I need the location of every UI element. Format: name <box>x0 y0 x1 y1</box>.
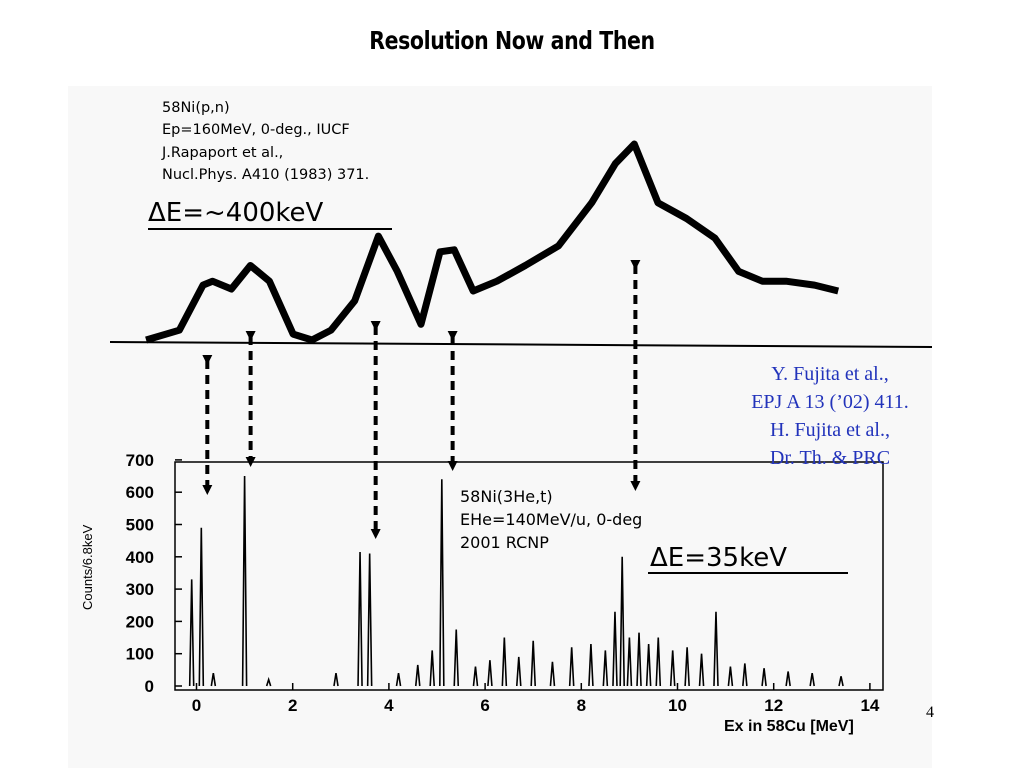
spectrum-peak <box>265 676 272 687</box>
y-tick-label: 300 <box>126 580 154 599</box>
x-tick-label: 10 <box>668 696 687 715</box>
top-reaction-line-2: Ep=160MeV, 0-deg., IUCF <box>162 122 350 138</box>
spectrum-peak <box>366 553 373 687</box>
spectrum-peak <box>684 647 690 687</box>
spectrum-peak <box>395 672 402 687</box>
x-tick-label: 12 <box>764 696 783 715</box>
spectrum-peak <box>612 611 618 687</box>
bottom-plot-frame <box>174 461 884 691</box>
bottom-spectrum-peaks <box>188 476 844 687</box>
spectrum-peak <box>602 650 609 687</box>
bottom-reaction-line-2: EHe=140MeV/u, 0-deg <box>460 510 642 529</box>
spectrum-peak <box>742 663 748 687</box>
y-tick-label: 400 <box>126 548 154 567</box>
y-tick-label: 200 <box>126 612 154 631</box>
top-baseline <box>109 341 933 348</box>
spectrum-peak <box>785 671 791 687</box>
top-reaction-line-1: 58Ni(p,n) <box>162 100 230 116</box>
spectrum-peak <box>530 640 536 687</box>
top-reaction-line-4: Nucl.Phys. A410 (1983) 371. <box>162 167 369 183</box>
spectrum-peak <box>439 479 445 687</box>
x-axis-label: Ex in 58Cu [MeV] <box>724 718 854 735</box>
y-tick-label: 500 <box>126 516 154 535</box>
spectrum-peak <box>713 611 719 687</box>
spectrum-peak <box>429 650 435 687</box>
spectrum-peak <box>636 632 642 687</box>
spectrum-peak <box>809 672 815 687</box>
y-axis: 0 100 200 300 400 500 600 700 <box>126 451 182 696</box>
reference-line-1: Y. Fujita et al., <box>771 363 889 385</box>
reference-line-2: EPJ A 13 (’02) 411. <box>751 391 909 413</box>
spectrum-peak <box>727 666 734 687</box>
top-spectrum-panel: 58Ni(p,n) Ep=160MeV, 0-deg., IUCF J.Rapa… <box>109 100 933 348</box>
top-resolution-label: ΔE=~400keV <box>148 198 324 228</box>
spectrum-peak <box>453 629 460 687</box>
x-tick-label: 0 <box>192 696 201 715</box>
y-axis-label: Counts/6.8keV <box>80 524 95 610</box>
spectrum-peak <box>669 650 676 687</box>
reference-citation: Y. Fujita et al., EPJ A 13 (’02) 411. H.… <box>715 360 945 472</box>
top-spectrum-trace <box>145 140 840 344</box>
spectrum-peak <box>472 666 479 687</box>
spectrum-peak <box>210 672 217 687</box>
y-tick-label: 700 <box>126 451 154 470</box>
x-tick-label: 4 <box>384 696 394 715</box>
spectrum-peak <box>487 660 493 687</box>
reference-line-4: Dr. Th. & PRC <box>769 447 891 469</box>
bottom-reaction-line-1: 58Ni(3He,t) <box>460 487 553 506</box>
spectrum-peak <box>515 656 522 687</box>
x-axis: 0 2 4 6 8 10 12 14 <box>192 683 880 715</box>
y-tick-label: 600 <box>126 483 154 502</box>
spectrum-peak <box>333 672 339 687</box>
peak-correspondence-arrows <box>202 260 641 539</box>
y-tick-label: 0 <box>145 677 154 696</box>
x-tick-label: 8 <box>577 696 586 715</box>
y-tick-label: 100 <box>126 645 154 664</box>
spectrum-peak <box>198 527 205 687</box>
x-tick-label: 14 <box>860 696 879 715</box>
spectrum-peak <box>698 653 705 687</box>
spectrum-peak <box>645 643 652 687</box>
spectrum-peak <box>838 676 844 687</box>
bottom-resolution-label: ΔE=35keV <box>650 543 787 573</box>
spectrum-peak <box>626 637 633 687</box>
reference-line-3: H. Fujita et al., <box>770 419 890 441</box>
spectrum-peak <box>588 643 594 687</box>
spectrum-peak <box>619 556 625 687</box>
spectrum-peak <box>501 637 508 687</box>
spectrum-peak <box>241 476 248 687</box>
spectrum-peak <box>188 579 195 687</box>
x-tick-label: 6 <box>480 696 489 715</box>
page-number: 4 <box>926 704 934 721</box>
bottom-spectrum-panel: 0 100 200 300 400 500 600 700 0 2 4 6 8 10 12 14 Count… <box>80 451 884 735</box>
spectrum-peak <box>549 661 556 687</box>
bottom-reaction-line-3: 2001 RCNP <box>460 533 549 552</box>
spectrum-peak <box>655 637 662 687</box>
x-tick-label: 2 <box>288 696 297 715</box>
spectrum-peak <box>568 647 575 687</box>
spectrum-peak <box>357 551 363 687</box>
slide-title: Resolution Now and Then <box>369 26 655 55</box>
spectrum-peak <box>761 668 767 687</box>
top-reaction-line-3: J.Rapaport et al., <box>161 145 283 161</box>
spectrum-peak <box>414 664 421 687</box>
